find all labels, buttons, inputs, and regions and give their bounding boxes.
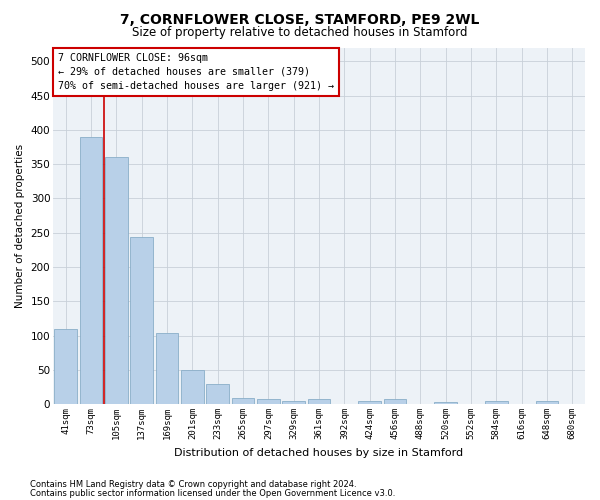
Text: 7, CORNFLOWER CLOSE, STAMFORD, PE9 2WL: 7, CORNFLOWER CLOSE, STAMFORD, PE9 2WL	[121, 12, 479, 26]
Text: Contains HM Land Registry data © Crown copyright and database right 2024.: Contains HM Land Registry data © Crown c…	[30, 480, 356, 489]
Bar	[283, 400, 305, 404]
Y-axis label: Number of detached properties: Number of detached properties	[15, 144, 25, 308]
Bar	[358, 402, 381, 404]
Bar	[130, 238, 153, 404]
Text: 7 CORNFLOWER CLOSE: 96sqm
← 29% of detached houses are smaller (379)
70% of semi: 7 CORNFLOWER CLOSE: 96sqm ← 29% of detac…	[58, 53, 334, 91]
Text: Contains public sector information licensed under the Open Government Licence v3: Contains public sector information licen…	[30, 488, 395, 498]
Bar	[308, 400, 331, 404]
Bar	[80, 136, 103, 404]
Bar	[232, 398, 254, 404]
Bar	[536, 402, 559, 404]
Bar	[383, 398, 406, 404]
Bar	[257, 398, 280, 404]
Bar	[434, 402, 457, 404]
Bar	[55, 328, 77, 404]
Bar	[181, 370, 204, 404]
Bar	[206, 384, 229, 404]
Bar	[155, 333, 178, 404]
X-axis label: Distribution of detached houses by size in Stamford: Distribution of detached houses by size …	[175, 448, 464, 458]
Text: Size of property relative to detached houses in Stamford: Size of property relative to detached ho…	[132, 26, 468, 39]
Bar	[105, 157, 128, 404]
Bar	[485, 402, 508, 404]
